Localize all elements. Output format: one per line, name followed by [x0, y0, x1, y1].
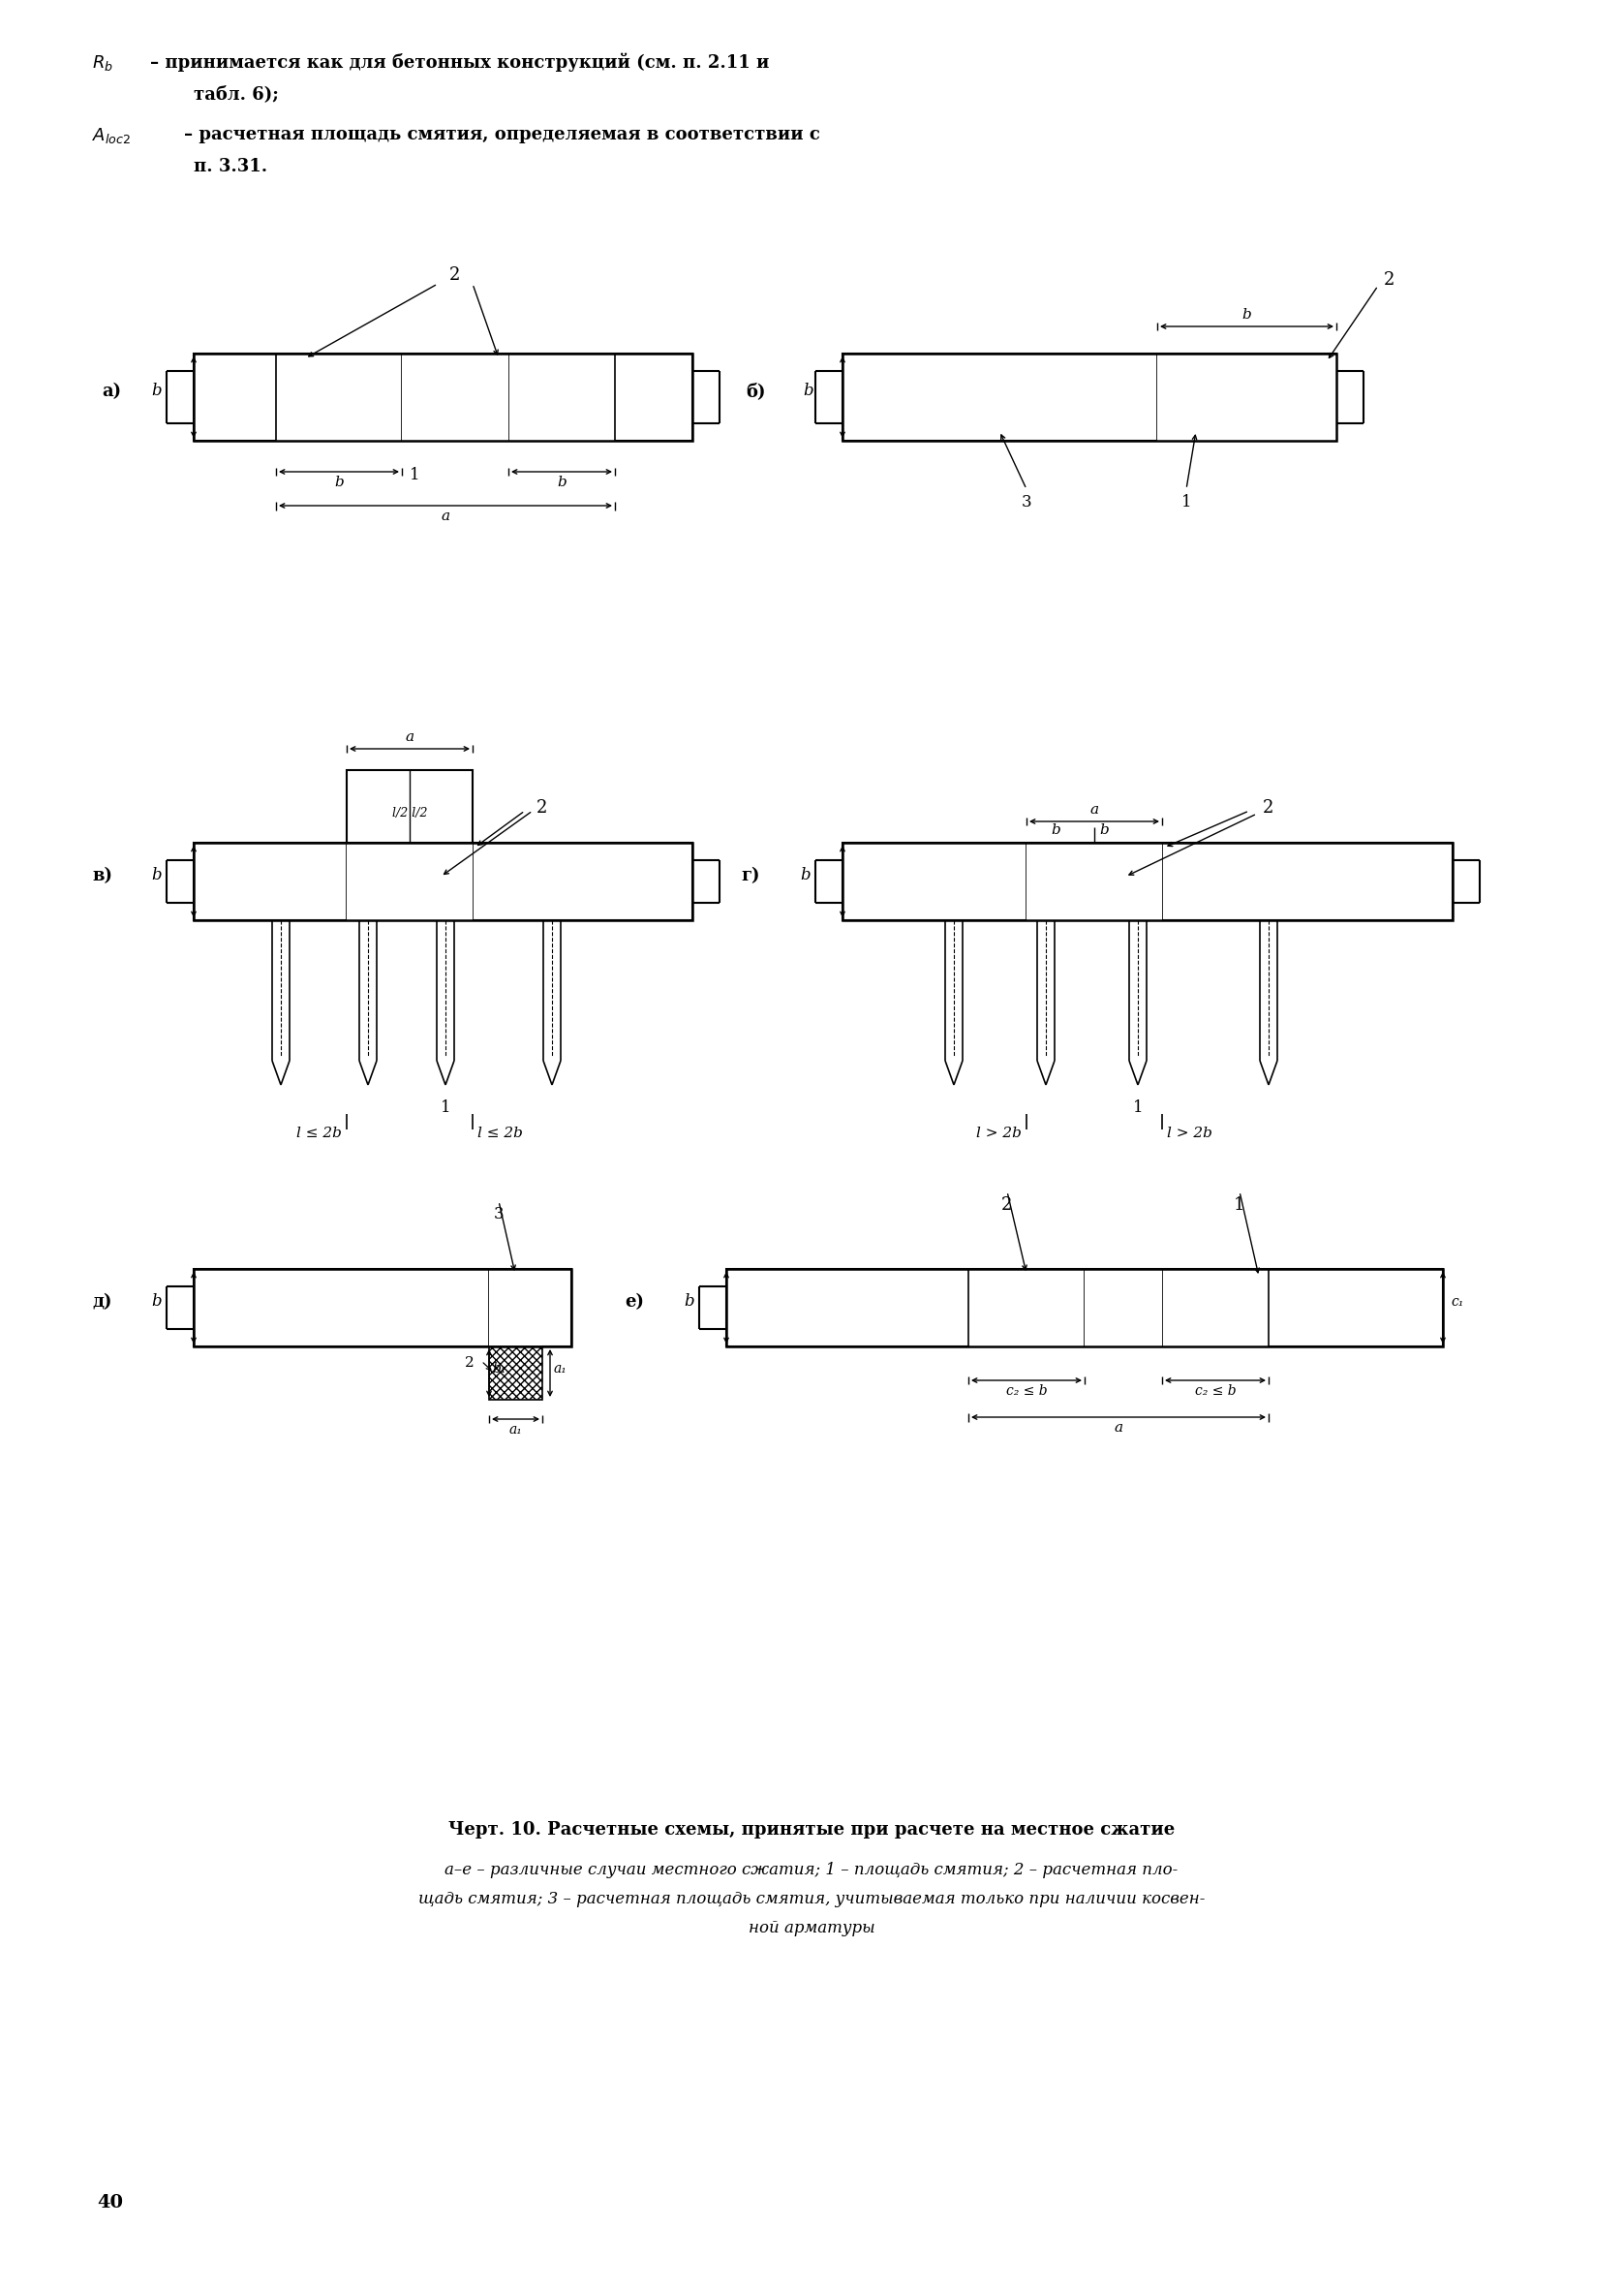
Text: c₂ ≤ b: c₂ ≤ b: [1005, 1384, 1047, 1398]
Bar: [1026, 842, 1163, 920]
Bar: [193, 842, 692, 920]
Text: 1: 1: [1234, 1197, 1246, 1213]
Text: a: a: [406, 730, 414, 744]
Bar: [346, 842, 473, 920]
Text: 3: 3: [494, 1206, 503, 1222]
Text: b: b: [1242, 309, 1250, 323]
Text: 2: 2: [464, 1357, 474, 1371]
Text: а–е – различные случаи местного сжатия; 1 – площадь смятия; 2 – расчетная пло-: а–е – различные случаи местного сжатия; …: [445, 1862, 1177, 1878]
Text: c₁: c₁: [1450, 1295, 1463, 1309]
Bar: [193, 355, 692, 442]
Text: – расчетная площадь смятия, определяемая в соответствии с: – расчетная площадь смятия, определяемая…: [184, 126, 820, 144]
Bar: [193, 1270, 572, 1345]
Text: 1: 1: [440, 1101, 450, 1117]
Text: 1: 1: [1181, 494, 1192, 510]
Text: 2: 2: [1002, 1197, 1013, 1213]
Text: l ≤ 2b: l ≤ 2b: [297, 1126, 341, 1139]
Text: п. 3.31.: п. 3.31.: [193, 158, 268, 176]
Text: b: b: [684, 1293, 695, 1311]
Text: 3: 3: [1021, 494, 1031, 510]
Text: 1: 1: [409, 467, 421, 483]
Bar: [346, 771, 473, 842]
Text: l/2 l/2: l/2 l/2: [391, 808, 427, 819]
Text: l > 2b: l > 2b: [976, 1126, 1021, 1139]
Text: Черт. 10. Расчетные схемы, принятые при расчете на местное сжатие: Черт. 10. Расчетные схемы, принятые при …: [448, 1821, 1174, 1840]
Text: 2: 2: [450, 265, 461, 284]
Text: a₁: a₁: [554, 1361, 567, 1375]
Text: – принимается как для бетонных конструкций (см. п. 2.11 и: – принимается как для бетонных конструкц…: [149, 53, 770, 73]
Text: д): д): [93, 1293, 112, 1311]
Text: $A_{loc2}$: $A_{loc2}$: [93, 126, 132, 146]
Text: b: b: [151, 1293, 162, 1311]
Text: щадь смятия; 3 – расчетная площадь смятия, учитываемая только при наличии косвен: щадь смятия; 3 – расчетная площадь смяти…: [417, 1890, 1205, 1908]
Text: a: a: [1114, 1421, 1122, 1435]
Text: 2: 2: [1384, 272, 1395, 288]
Bar: [401, 355, 508, 442]
Text: ной арматуры: ной арматуры: [749, 1920, 875, 1936]
Text: l ≤ 2b: l ≤ 2b: [477, 1126, 523, 1139]
Bar: [843, 842, 1452, 920]
Text: b: b: [1099, 824, 1109, 837]
Bar: [193, 842, 692, 920]
Bar: [489, 1270, 542, 1345]
Bar: [1158, 355, 1337, 442]
Text: 1: 1: [1132, 1101, 1143, 1117]
Text: b: b: [804, 382, 814, 400]
Text: е): е): [625, 1293, 645, 1311]
Text: b: b: [335, 476, 344, 490]
Bar: [843, 355, 1337, 442]
Text: $R_b$: $R_b$: [93, 53, 114, 73]
Text: b: b: [801, 867, 810, 883]
Bar: [489, 1345, 542, 1400]
Text: a₁: a₁: [508, 1423, 521, 1437]
Text: 2: 2: [1263, 799, 1275, 817]
Text: a: a: [442, 510, 450, 524]
Text: b: b: [151, 382, 162, 400]
Bar: [193, 355, 692, 442]
Bar: [726, 1270, 1442, 1345]
Bar: [1085, 1270, 1163, 1345]
Text: b: b: [1051, 824, 1060, 837]
Bar: [380, 842, 438, 920]
Bar: [843, 842, 1452, 920]
Text: б): б): [745, 382, 765, 400]
Bar: [1060, 842, 1124, 920]
Bar: [276, 355, 615, 442]
Text: а): а): [102, 382, 122, 400]
Text: 40: 40: [97, 2194, 123, 2212]
Text: b₁: b₁: [492, 1361, 507, 1375]
Text: в): в): [93, 867, 112, 885]
Text: b: b: [557, 476, 567, 490]
Text: c₂ ≤ b: c₂ ≤ b: [1195, 1384, 1236, 1398]
Text: a: a: [1090, 803, 1099, 817]
Text: табл. 6);: табл. 6);: [193, 85, 279, 103]
Text: l > 2b: l > 2b: [1168, 1126, 1212, 1139]
Text: г): г): [741, 867, 760, 885]
Bar: [968, 1270, 1268, 1345]
Bar: [843, 355, 1337, 442]
Bar: [726, 1270, 1442, 1345]
Text: b: b: [151, 867, 162, 883]
Text: 2: 2: [538, 799, 547, 817]
Bar: [193, 1270, 572, 1345]
